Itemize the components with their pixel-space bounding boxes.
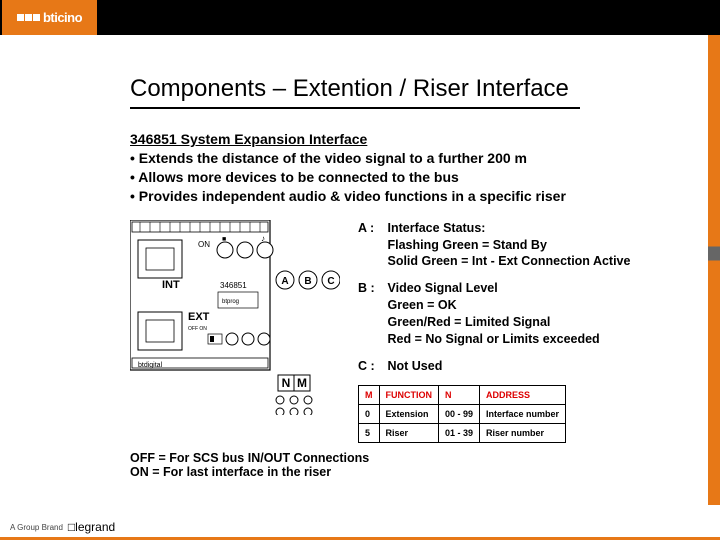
function-table: M FUNCTION N ADDRESS 0 Extension 00 - 99… xyxy=(358,385,566,443)
svg-text:A: A xyxy=(281,276,288,287)
svg-text:♪: ♪ xyxy=(261,234,265,243)
legend-a-line: Flashing Green = Stand By xyxy=(387,238,546,252)
bullet-item: Provides independent audio & video funct… xyxy=(130,187,700,206)
legend-b-line: Green = OK xyxy=(387,298,456,312)
svg-text:btdigital: btdigital xyxy=(138,362,163,369)
footer-logo: □legrand xyxy=(68,520,115,534)
legend-b-head: Video Signal Level xyxy=(387,281,497,295)
svg-text:ON: ON xyxy=(198,240,210,249)
note-line: ON = For last interface in the riser xyxy=(130,465,700,479)
page-title: Components – Extention / Riser Interface xyxy=(0,35,720,107)
legend-a-line: Solid Green = Int - Ext Connection Activ… xyxy=(387,254,630,268)
th-address: ADDRESS xyxy=(480,385,566,404)
legend-label-a: A : xyxy=(358,220,384,237)
svg-text:N: N xyxy=(282,376,291,390)
th-function: FUNCTION xyxy=(379,385,439,404)
table-row: 5 Riser 01 - 39 Riser number xyxy=(359,423,566,442)
header-bar: bticino xyxy=(0,0,720,35)
svg-text:M: M xyxy=(297,376,307,390)
bullet-item: Allows more devices to be connected to t… xyxy=(130,168,700,187)
bullet-list: Extends the distance of the video signal… xyxy=(130,149,700,206)
brand-logo: bticino xyxy=(2,0,97,35)
note-line: OFF = For SCS bus IN/OUT Connections xyxy=(130,451,700,465)
svg-text:OFF ON: OFF ON xyxy=(188,326,207,332)
th-n: N xyxy=(439,385,480,404)
svg-text:346851: 346851 xyxy=(220,281,247,290)
legend-block: A : Interface Status: Flashing Green = S… xyxy=(358,220,700,443)
svg-text:C: C xyxy=(327,276,334,287)
footnote: OFF = For SCS bus IN/OUT Connections ON … xyxy=(130,451,700,479)
th-m: M xyxy=(359,385,380,404)
legend-b-line: Green/Red = Limited Signal xyxy=(387,315,550,329)
section-subhead: 346851 System Expansion Interface xyxy=(130,131,700,147)
svg-text:■: ■ xyxy=(222,236,226,243)
legend-label-b: B : xyxy=(358,280,384,297)
table-row: 0 Extension 00 - 99 Interface number xyxy=(359,404,566,423)
legend-c-head: Not Used xyxy=(387,359,442,373)
svg-text:INT: INT xyxy=(162,279,180,291)
brand-name: bticino xyxy=(43,10,82,25)
legend-label-c: C : xyxy=(358,358,384,375)
bullet-item: Extends the distance of the video signal… xyxy=(130,149,700,168)
legend-a-head: Interface Status: xyxy=(387,221,485,235)
footer-text: A Group Brand xyxy=(10,523,63,532)
svg-text:btprog: btprog xyxy=(222,299,239,305)
device-diagram: btdigital INT 346851 btprog EXT OFF ON O… xyxy=(130,220,340,443)
side-accent xyxy=(708,35,720,505)
footer-brand: A Group Brand □legrand xyxy=(10,520,115,534)
svg-text:EXT: EXT xyxy=(188,311,210,323)
legend-b-line: Red = No Signal or Limits exceeded xyxy=(387,332,599,346)
svg-text:B: B xyxy=(304,276,311,287)
